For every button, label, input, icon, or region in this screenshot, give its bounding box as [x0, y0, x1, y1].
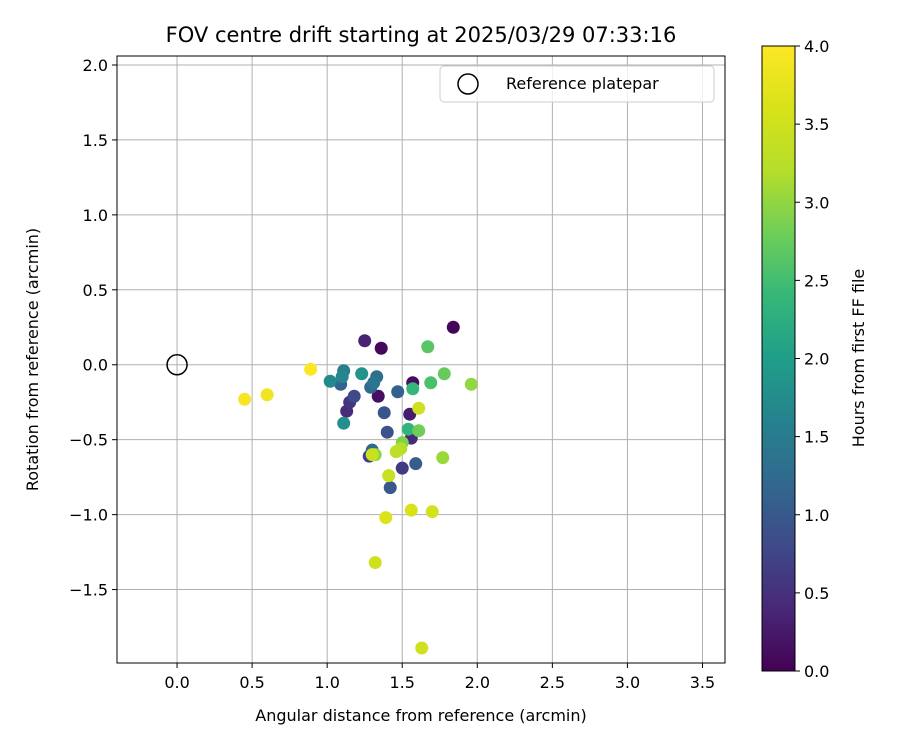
data-point	[355, 367, 369, 381]
data-point	[446, 320, 460, 334]
data-point	[383, 481, 397, 495]
legend-entry-reference: Reference platepar	[506, 74, 659, 93]
data-point	[347, 389, 361, 403]
data-point	[415, 641, 429, 655]
legend-reference-marker	[457, 73, 479, 95]
legend: Reference platepar	[439, 65, 715, 103]
data-point	[358, 334, 372, 348]
plot-frame	[116, 55, 726, 664]
x-tick-label: 2.5	[540, 673, 565, 692]
data-point	[425, 505, 439, 519]
colorbar-tick-label: 1.5	[804, 428, 829, 447]
y-tick-label: 2.0	[83, 56, 108, 75]
data-point	[436, 451, 450, 465]
y-tick-label: 0.5	[83, 281, 108, 300]
data-point	[260, 388, 274, 402]
data-point	[238, 392, 252, 406]
colorbar-tick-label: 3.0	[804, 193, 829, 212]
data-point	[391, 385, 405, 399]
chart-title: FOV centre drift starting at 2025/03/29 …	[166, 23, 677, 47]
x-tick-label: 1.5	[390, 673, 415, 692]
grid	[117, 56, 725, 663]
data-point	[374, 341, 388, 355]
data-point	[367, 376, 381, 390]
colorbar-tick-label: 0.5	[804, 584, 829, 603]
x-tick-label: 1.0	[314, 673, 339, 692]
x-tick-label: 3.5	[690, 673, 715, 692]
colorbar-tick-label: 3.5	[804, 115, 829, 134]
data-point	[323, 374, 337, 388]
y-tick-label: 1.0	[83, 206, 108, 225]
x-axis: 0.0 0.5 1.0 1.5 2.0 2.5 3.0 3.5	[164, 663, 715, 692]
y-tick-label: −1.0	[69, 506, 108, 525]
data-point	[464, 377, 478, 391]
x-tick-label: 3.0	[615, 673, 640, 692]
colorbar-label: Hours from first FF file	[849, 269, 868, 448]
colorbar	[761, 45, 796, 672]
data-point	[382, 469, 396, 483]
y-tick-label: 1.5	[83, 131, 108, 150]
data-point	[424, 376, 438, 390]
y-tick-label: −1.5	[69, 581, 108, 600]
colorbar-tick-label: 2.5	[804, 271, 829, 290]
data-point	[409, 457, 423, 471]
y-axis: −1.5 −1.0 −0.5 0.0 0.5 1.0 1.5 2.0	[69, 56, 117, 600]
data-point	[401, 422, 415, 436]
data-point	[379, 511, 393, 525]
data-point	[304, 362, 318, 376]
y-axis-label: Rotation from reference (arcmin)	[23, 228, 42, 491]
data-point	[365, 448, 379, 462]
data-point	[412, 424, 426, 438]
legend-box	[439, 65, 715, 103]
data-point	[377, 406, 391, 420]
data-point	[404, 503, 418, 517]
data-point	[406, 382, 420, 396]
colorbar-tick-label: 0.0	[804, 662, 829, 681]
colorbar-tick-label: 1.0	[804, 506, 829, 525]
y-tick-label: −0.5	[69, 431, 108, 450]
colorbar-tick-label: 2.0	[804, 350, 829, 369]
data-point	[337, 416, 351, 430]
data-point	[437, 367, 451, 381]
x-tick-label: 2.0	[465, 673, 490, 692]
data-point	[371, 389, 385, 403]
x-tick-label: 0.5	[239, 673, 264, 692]
reference-marker-group	[166, 353, 188, 376]
data-point	[335, 370, 349, 384]
colorbar-tick-label: 4.0	[804, 37, 829, 56]
colorbar-axis: 0.0 0.5 1.0 1.5 2.0 2.5 3.0 3.5 4.0	[795, 37, 829, 681]
data-point	[368, 556, 382, 570]
x-tick-label: 0.0	[164, 673, 189, 692]
x-axis-label: Angular distance from reference (arcmin)	[255, 706, 586, 725]
data-point	[395, 461, 409, 475]
scatter-points	[238, 320, 478, 655]
y-tick-label: 0.0	[83, 356, 108, 375]
data-point	[421, 340, 435, 354]
data-point	[412, 401, 426, 415]
data-point	[389, 445, 403, 459]
reference-platepar-marker	[166, 353, 188, 376]
data-point	[380, 425, 394, 439]
